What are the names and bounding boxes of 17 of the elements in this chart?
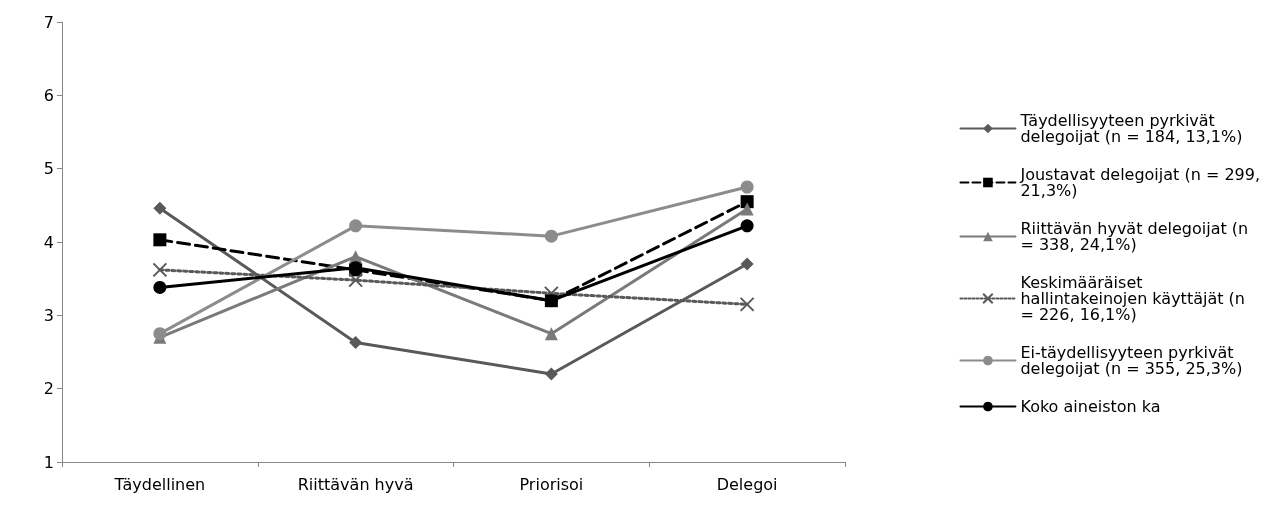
x-tick-label: Riittävän hyvä — [297, 474, 414, 494]
y-tick-label: 1 — [43, 452, 54, 472]
y-tick-label: 2 — [43, 379, 54, 399]
y-tick-label: 5 — [43, 159, 54, 179]
legend-label: Keskimääräiset hallintakeinojen käyttäjät (n = 226, 16,1%) — [1020, 273, 1245, 324]
y-tick-label: 3 — [43, 305, 54, 325]
y-tick-label: 6 — [43, 85, 54, 105]
legend-label: Riittävän hyvät delegoijat (n = 338, 24,1%) — [1020, 219, 1249, 254]
x-tick-label: Delegoi — [716, 474, 778, 494]
x-tick-label: Priorisoi — [519, 474, 584, 494]
legend-label: Ei-täydellisyyteen pyrkivät delegoijat (n = 355, 25,3%) — [1020, 343, 1243, 378]
legend-label: Joustavat delegoijat (n = 299, 21,3%) — [1019, 165, 1261, 200]
y-tick-label: 4 — [43, 232, 54, 252]
legend-label: Täydellisyyteen pyrkivät delegoijat (n = 184, 13,1%) — [1019, 111, 1243, 146]
legend-label: Koko aineiston ka — [1020, 397, 1161, 416]
x-tick-label: Täydellinen — [113, 474, 206, 494]
y-tick-label: 7 — [43, 12, 54, 32]
